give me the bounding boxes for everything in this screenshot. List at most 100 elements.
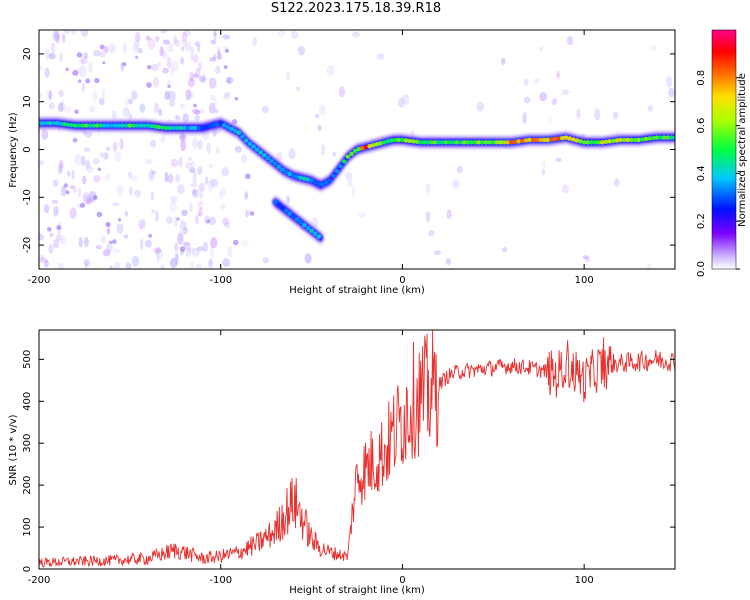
heatmap-noise-speck — [117, 218, 122, 222]
heatmap-noise-blob — [44, 49, 51, 60]
heatmap-noise-blob — [174, 252, 179, 260]
chart-title: S122.2023.175.18.39.R18 — [270, 1, 442, 16]
heatmap-noise-speck — [223, 65, 228, 70]
heatmap-noise-blob — [216, 46, 221, 55]
heatmap-noise-blob — [646, 263, 652, 269]
heatmap-noise-blob — [48, 90, 52, 101]
snr-y-tick-label: 0 — [22, 566, 33, 572]
heatmap-ridge-core — [374, 142, 380, 147]
heatmap-noise-blob — [209, 56, 217, 62]
heatmap-ridge-core — [512, 139, 518, 145]
heatmap-noise-blob — [55, 33, 61, 44]
heatmap-ridge-core — [498, 140, 503, 145]
heatmap-noise-blob — [52, 30, 60, 42]
heatmap-noise-blob — [139, 103, 146, 113]
heatmap-noise-blob — [185, 162, 192, 169]
heatmap-ridge-core — [192, 125, 198, 131]
heatmap-noise-blob — [166, 79, 172, 85]
heatmap-ridge-core — [556, 136, 562, 141]
heatmap-y-tick-label: -10 — [22, 189, 33, 205]
heatmap-noise-blob — [321, 143, 326, 156]
heatmap-noise-blob — [99, 51, 106, 58]
heatmap-ridge-core — [265, 155, 271, 161]
heatmap-ridge-core — [69, 122, 75, 128]
heatmap-x-tick-label: -200 — [28, 275, 51, 286]
heatmap-noise-blob — [80, 30, 89, 37]
heatmap-noise-blob — [184, 41, 192, 52]
heatmap-noise-blob — [649, 45, 658, 51]
heatmap-noise-speck — [179, 246, 186, 252]
heatmap-noise-blob — [43, 204, 50, 214]
heatmap-ridge-core — [352, 148, 358, 154]
heatmap-ridge-core — [599, 140, 605, 145]
heatmap-ridge-core — [214, 121, 220, 127]
heatmap-ridge-core — [509, 140, 514, 145]
heatmap-ridge-core — [632, 137, 638, 143]
heatmap-ridge-core — [123, 123, 129, 128]
heatmap-ridge-core — [272, 199, 278, 205]
heatmap-noise-blob — [154, 35, 160, 43]
heatmap-noise-blob — [168, 90, 176, 102]
heatmap-noise-blob — [548, 115, 553, 124]
heatmap-ridge-core — [181, 125, 187, 131]
heatmap-ridge-core — [363, 144, 369, 150]
heatmap-ridge-core — [392, 137, 398, 143]
heatmap-noise-blob — [192, 137, 198, 149]
heatmap-ridge-core — [294, 174, 300, 179]
heatmap-noise-blob — [92, 90, 98, 102]
heatmap-ridge-core — [276, 202, 282, 208]
heatmap-ridge-core — [465, 140, 471, 145]
heatmap-noise-blob — [556, 70, 560, 79]
heatmap-noise-speck — [92, 195, 98, 200]
heatmap-noise-blob — [168, 100, 176, 107]
heatmap-noise-blob — [213, 30, 217, 41]
heatmap-noise-blob — [92, 157, 100, 165]
heatmap-noise-speck — [102, 61, 106, 65]
heatmap-noise-blob — [189, 182, 198, 188]
heatmap-ridge-core — [287, 171, 293, 177]
heatmap-noise-blob — [522, 112, 527, 124]
heatmap-noise-speck — [99, 44, 105, 50]
heatmap-noise-blob — [201, 72, 207, 84]
heatmap-ridge-core — [592, 140, 598, 145]
snr-frame — [38, 329, 676, 570]
heatmap-noise-blob — [63, 105, 72, 114]
heatmap-noise-blob — [208, 216, 217, 226]
heatmap-noise-blob — [244, 191, 249, 200]
heatmap-ridge-core — [312, 180, 318, 185]
heatmap-noise-blob — [182, 113, 189, 123]
heatmap-ridge-core — [454, 140, 460, 145]
heatmap-ridge-core — [356, 146, 362, 152]
heatmap-ridge-core — [334, 168, 340, 174]
heatmap-ridge-core — [229, 126, 235, 132]
heatmap-ridge-core — [291, 214, 296, 219]
heatmap-ridge-core — [320, 182, 325, 187]
heatmap-noise-blob — [612, 111, 619, 120]
heatmap-ridge-core — [178, 125, 184, 131]
heatmap-noise-blob — [209, 245, 215, 258]
heatmap-ridge-core — [280, 205, 285, 211]
heatmap-noise-blob — [88, 105, 96, 113]
heatmap-noise-blob — [166, 216, 174, 225]
heatmap-noise-blob — [156, 253, 160, 264]
heatmap-noise-blob — [286, 71, 290, 82]
heatmap-noise-blob — [533, 77, 540, 85]
heatmap-ridge-core — [570, 137, 576, 142]
heatmap-noise-blob — [164, 171, 169, 183]
heatmap-noise-speck — [74, 109, 79, 115]
heatmap-noise-blob — [318, 104, 326, 116]
heatmap-noise-blob — [62, 33, 66, 43]
heatmap-ridge-core — [519, 138, 525, 144]
heatmap-ridge-core — [163, 125, 169, 131]
heatmap-ridge-core — [396, 137, 402, 143]
heatmap-ridge-core — [385, 139, 391, 144]
heatmap-noise-blob — [541, 168, 546, 176]
heatmap-noise-speck — [72, 69, 79, 76]
heatmap-noise-blob — [173, 216, 178, 227]
heatmap-noise-blob — [157, 62, 162, 67]
heatmap-noise-blob — [208, 163, 213, 169]
heatmap-noise-blob — [217, 50, 221, 60]
heatmap-y-tick-label: 0 — [22, 146, 33, 152]
heatmap-noise-blob — [51, 199, 59, 204]
heatmap-noise-blob — [210, 39, 217, 45]
